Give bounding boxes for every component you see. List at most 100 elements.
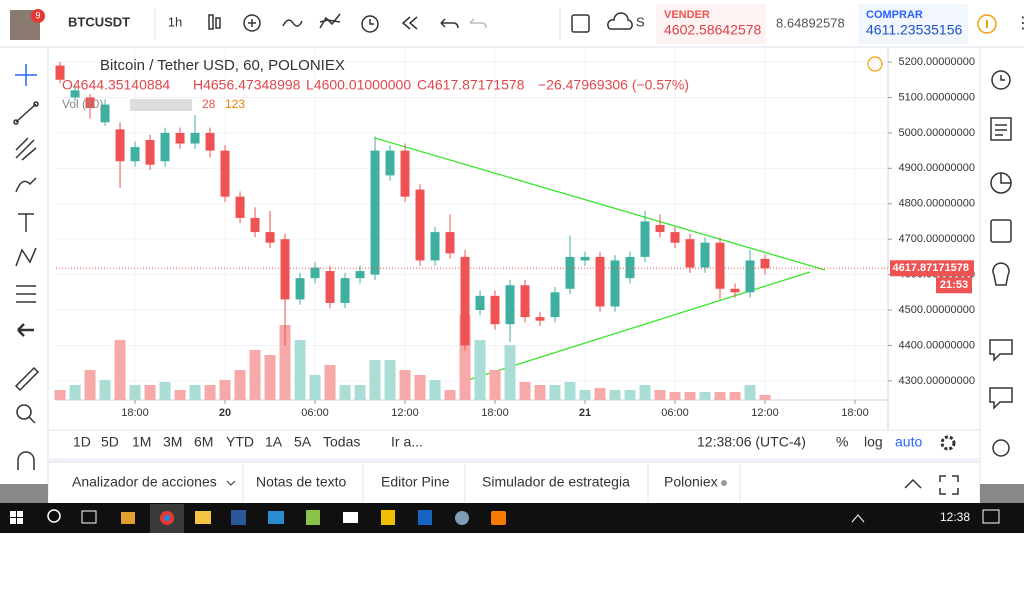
volume-bar bbox=[189, 385, 201, 400]
candle-body bbox=[505, 285, 515, 325]
volume-controls[interactable] bbox=[130, 99, 192, 111]
volume-bar bbox=[729, 392, 741, 400]
volume-bar bbox=[249, 350, 261, 400]
candle-body bbox=[415, 189, 425, 261]
alert-icon[interactable] bbox=[867, 56, 883, 72]
candle-body bbox=[565, 256, 575, 289]
expand-icon[interactable] bbox=[904, 478, 922, 489]
y-tick-label: 4300.00000000 bbox=[899, 375, 975, 387]
cut-label: S bbox=[636, 14, 645, 29]
more-icon[interactable]: ⋮ bbox=[1015, 15, 1024, 32]
candle-body bbox=[535, 317, 545, 321]
taskbar-icons[interactable] bbox=[10, 504, 1000, 533]
candle-body bbox=[430, 232, 440, 261]
candle-body bbox=[580, 256, 590, 261]
badge-count: 9 bbox=[35, 10, 40, 20]
volume-label: Vol (10) bbox=[62, 97, 103, 111]
drawing-tools[interactable] bbox=[13, 64, 40, 470]
sell-label: VENDER bbox=[664, 9, 710, 21]
volume-bar bbox=[69, 385, 81, 400]
collapse-left[interactable] bbox=[0, 484, 48, 503]
toolbar-icons[interactable] bbox=[208, 12, 633, 33]
range-button[interactable]: 3M bbox=[163, 434, 182, 450]
volume-bar bbox=[534, 385, 546, 400]
log-toggle[interactable]: log bbox=[864, 434, 883, 450]
volume-bar bbox=[369, 360, 381, 400]
y-tick-label: 4800.00000000 bbox=[899, 198, 975, 210]
volume-bar bbox=[384, 360, 396, 400]
y-tick-label: 5000.00000000 bbox=[899, 127, 975, 139]
volume-bar bbox=[399, 370, 411, 400]
range-button[interactable]: 5A bbox=[294, 434, 312, 450]
candle-body bbox=[160, 132, 170, 162]
candle-body bbox=[265, 232, 275, 243]
volume-bar bbox=[129, 385, 141, 400]
legend-close: C4617.87171578 bbox=[417, 77, 525, 93]
volume-bar bbox=[84, 370, 96, 400]
interval[interactable]: 1h bbox=[168, 14, 182, 29]
candle-body bbox=[370, 150, 380, 275]
y-tick-label: 5200.00000000 bbox=[899, 56, 975, 68]
trend-line[interactable] bbox=[374, 137, 826, 271]
range-button[interactable]: 1D bbox=[73, 434, 91, 450]
volume-bar bbox=[414, 375, 426, 400]
candle-body bbox=[280, 239, 290, 300]
auto-toggle[interactable]: auto bbox=[895, 434, 922, 450]
legend-change: −26.47969306 (−0.57%) bbox=[538, 77, 689, 93]
bottom-tab[interactable]: Editor Pine bbox=[381, 474, 450, 490]
bottom-tab[interactable]: Analizador de acciones bbox=[72, 474, 217, 490]
volume-bar bbox=[669, 392, 681, 400]
legend-low: L4600.01000000 bbox=[306, 77, 411, 93]
sell-price: 4602.58642578 bbox=[664, 22, 762, 38]
candle-body bbox=[295, 278, 305, 300]
y-tick-label: 4900.00000000 bbox=[899, 162, 975, 174]
candle-body bbox=[340, 278, 350, 303]
range-button[interactable]: Todas bbox=[323, 434, 360, 450]
volume-bar bbox=[594, 388, 606, 400]
x-tick-label: 12:00 bbox=[751, 407, 779, 419]
trend-line[interactable] bbox=[464, 271, 811, 382]
bottom-tab[interactable]: Simulador de estrategia bbox=[482, 474, 630, 490]
volume-bar bbox=[459, 315, 471, 400]
candle-body bbox=[55, 65, 65, 80]
tab-dropdown[interactable] bbox=[226, 480, 236, 486]
fullscreen-icon[interactable] bbox=[939, 475, 959, 495]
legend-open: O4644.35140884 bbox=[62, 77, 170, 93]
buy-price: 4611.23535156 bbox=[866, 22, 962, 38]
volume-bar bbox=[444, 390, 456, 400]
info-icon[interactable] bbox=[977, 14, 997, 34]
symbol[interactable]: BTCUSDT bbox=[68, 14, 130, 29]
candle-body bbox=[610, 260, 620, 307]
volume-bar bbox=[114, 340, 126, 400]
range-button[interactable]: YTD bbox=[226, 434, 254, 450]
redo-icon[interactable] bbox=[469, 18, 487, 29]
side-icons[interactable] bbox=[989, 70, 1013, 457]
range-button[interactable]: 5D bbox=[101, 434, 119, 450]
x-tick-label: 06:00 bbox=[661, 407, 689, 419]
settings-icon[interactable] bbox=[940, 435, 956, 451]
volume-bar bbox=[264, 355, 276, 400]
goto[interactable]: Ir a... bbox=[391, 434, 423, 450]
percent-toggle[interactable]: % bbox=[836, 434, 848, 450]
range-button[interactable]: 6M bbox=[194, 434, 213, 450]
x-tick-label: 12:00 bbox=[391, 407, 419, 419]
x-tick-label: 06:00 bbox=[301, 407, 329, 419]
volume-bar bbox=[429, 380, 441, 400]
candle-body bbox=[715, 242, 725, 289]
volume-bar bbox=[54, 390, 66, 400]
bottom-tab[interactable]: Notas de texto bbox=[256, 474, 346, 490]
buy-panel[interactable] bbox=[858, 4, 968, 44]
candle-body bbox=[595, 256, 605, 307]
candle-body bbox=[685, 239, 695, 268]
top-bar bbox=[0, 0, 1024, 47]
volume-bar bbox=[339, 385, 351, 400]
sell-panel[interactable] bbox=[656, 4, 766, 44]
range-button[interactable]: 1M bbox=[132, 434, 151, 450]
collapse-right[interactable] bbox=[980, 484, 1024, 503]
tab-dot bbox=[721, 480, 727, 486]
candle-body bbox=[475, 295, 485, 311]
range-button[interactable]: 1A bbox=[265, 434, 283, 450]
chart: 4300.00000000 4400.00000000 4500.00000000 4… bbox=[54, 48, 975, 430]
bottom-tab[interactable]: Poloniex bbox=[664, 474, 718, 490]
candle-body bbox=[385, 150, 395, 176]
